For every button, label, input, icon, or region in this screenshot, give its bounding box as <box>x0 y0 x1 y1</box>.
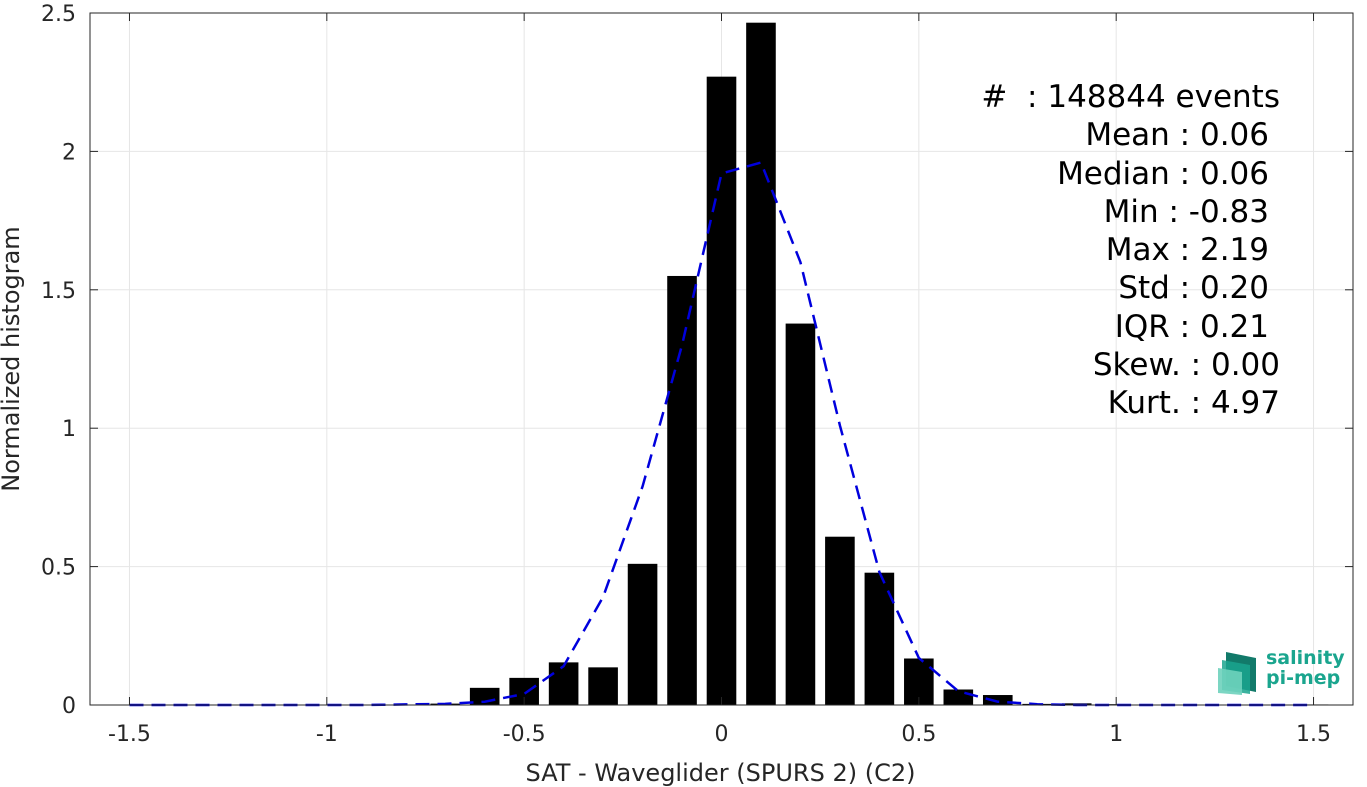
stat-std: Std : 0.20 <box>1118 270 1269 307</box>
y-axis-title: Normalized histogram <box>0 226 25 491</box>
histogram-bar <box>667 275 697 705</box>
stat-iqr: IQR : 0.21 <box>1114 308 1269 345</box>
logo-waves-icon <box>1218 652 1256 695</box>
histogram-bar <box>588 667 618 705</box>
x-tick-label: 1 <box>1109 722 1123 747</box>
y-tick-label: 2.5 <box>41 2 76 27</box>
axis-ticks: -1.5 -1 -0.5 0 0.5 1 1.5 0 0.5 1 1.5 2 2.5 <box>41 2 1353 747</box>
salinity-pi-mep-logo: salinity pi-mep <box>1216 648 1346 696</box>
y-tick-label: 0 <box>62 694 76 719</box>
y-tick-label: 0.5 <box>41 556 76 581</box>
y-tick-label: 1 <box>62 417 76 442</box>
histogram-bar <box>548 662 579 705</box>
y-tick-label: 1.5 <box>41 279 76 304</box>
x-tick-label: 0.5 <box>901 722 936 747</box>
stats-annotation: # : 148844 events Mean : 0.06 Median : 0… <box>900 78 1280 423</box>
histogram-bar <box>706 76 737 705</box>
stat-max: Max : 2.19 <box>1105 232 1269 269</box>
logo-line1: salinity <box>1266 647 1345 669</box>
histogram-bar <box>785 323 816 705</box>
logo-line2: pi-mep <box>1266 667 1341 689</box>
histogram-bar <box>943 689 974 705</box>
x-tick-label: -0.5 <box>503 722 546 747</box>
x-axis-title: SAT - Waveglider (SPURS 2) (C2) <box>526 759 916 787</box>
histogram-bar <box>825 536 855 705</box>
x-tick-label: -1 <box>316 722 338 747</box>
logo-text: salinity pi-mep <box>1266 648 1345 688</box>
stat-events: # : 148844 events <box>981 79 1280 115</box>
histogram-bar <box>627 563 658 705</box>
x-tick-label: 1.5 <box>1296 722 1331 747</box>
x-tick-label: -1.5 <box>108 722 151 747</box>
x-tick-label: 0 <box>715 722 729 747</box>
fit-curve <box>129 160 1314 707</box>
stat-min: Min : -0.83 <box>1103 193 1269 230</box>
stat-skew: Skew. : 0.00 <box>1092 347 1280 384</box>
histogram-bar <box>982 695 1013 705</box>
stat-median: Median : 0.06 <box>1057 155 1269 192</box>
histogram-bars <box>430 22 1329 706</box>
histogram-bar <box>746 22 776 706</box>
y-tick-label: 2 <box>62 140 76 165</box>
stat-kurt: Kurt. : 4.97 <box>1107 385 1280 422</box>
stat-mean: Mean : 0.06 <box>1085 117 1269 154</box>
